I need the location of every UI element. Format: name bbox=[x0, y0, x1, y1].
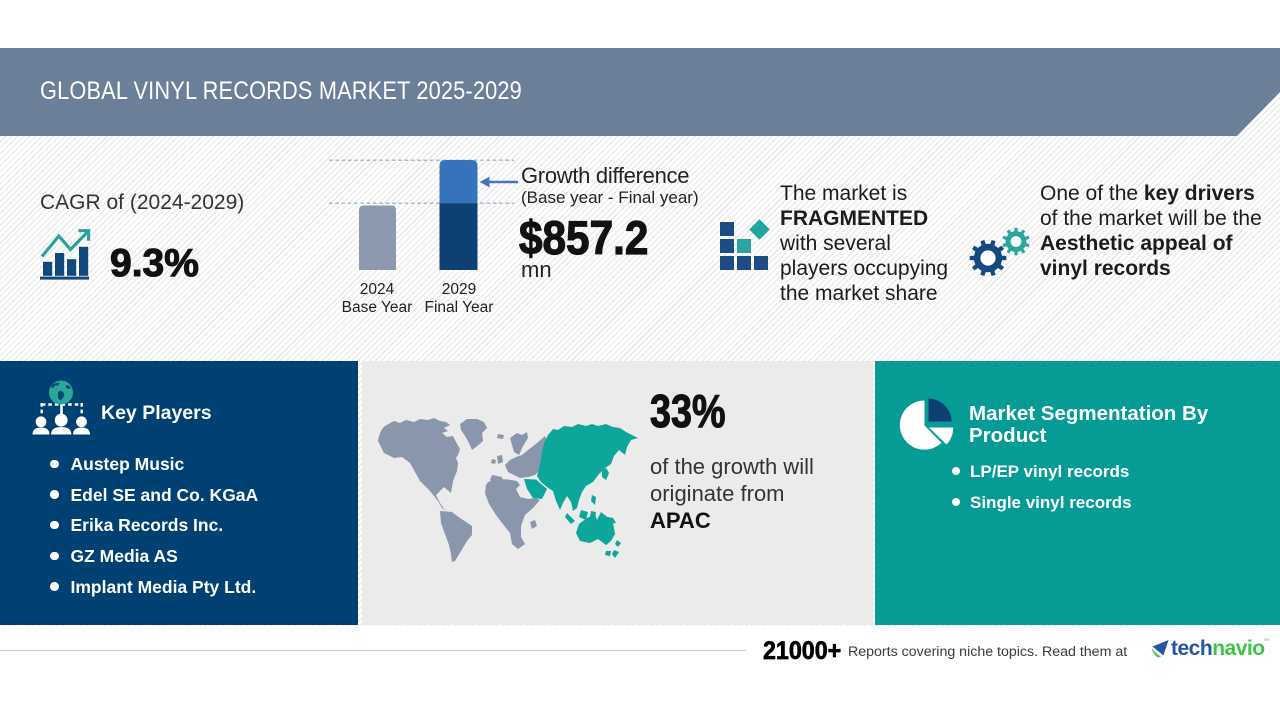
svg-text:™: ™ bbox=[1263, 638, 1269, 645]
svg-text:technavio: technavio bbox=[1171, 637, 1265, 660]
